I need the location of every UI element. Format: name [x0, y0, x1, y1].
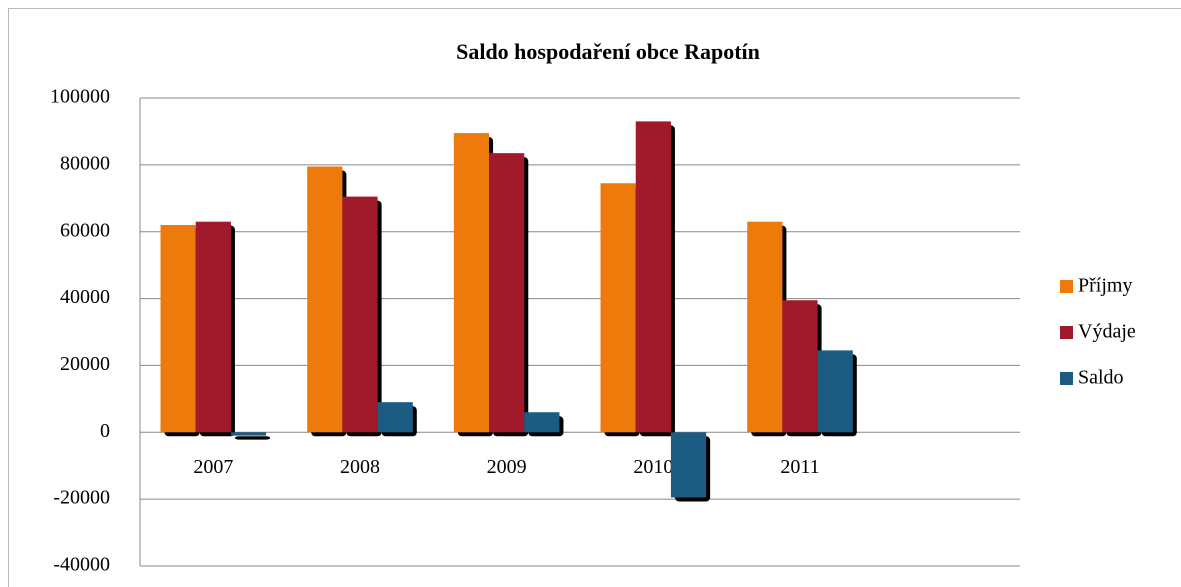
y-tick-label: 0 [100, 420, 110, 442]
x-tick-label: 2007 [193, 456, 233, 478]
bar [747, 221, 783, 433]
x-tick-label: 2011 [780, 456, 819, 478]
legend-label: Příjmy [1078, 275, 1132, 297]
x-tick-label: 2009 [487, 456, 527, 478]
x-tick-label: 2008 [340, 456, 380, 478]
bar [524, 412, 560, 433]
bar [635, 121, 671, 433]
x-tick-label: 2010 [633, 456, 673, 478]
bar [782, 300, 818, 433]
bar [342, 196, 378, 433]
bar [307, 166, 343, 433]
bar [230, 432, 267, 436]
y-tick-label: -40000 [53, 554, 110, 576]
legend-swatch [1060, 372, 1073, 385]
y-tick-label: 60000 [60, 219, 110, 241]
y-tick-label: -20000 [53, 487, 110, 509]
bar [600, 183, 636, 433]
chart-title: Saldo hospodaření obce Rapotín [456, 39, 760, 64]
bar [377, 402, 413, 433]
y-tick-label: 40000 [60, 286, 110, 308]
y-tick-label: 20000 [60, 353, 110, 375]
legend-label: Saldo [1078, 367, 1124, 389]
bar [160, 225, 196, 433]
bar-shadow [234, 436, 271, 440]
bar [489, 153, 525, 433]
bar [453, 133, 490, 433]
y-tick-label: 80000 [60, 152, 110, 174]
bar [670, 432, 707, 498]
bar [195, 221, 231, 433]
legend-label: Výdaje [1078, 321, 1136, 343]
bar [817, 350, 853, 433]
y-tick-label: 100000 [50, 86, 110, 108]
legend-swatch [1060, 326, 1073, 339]
legend-swatch [1060, 280, 1073, 293]
